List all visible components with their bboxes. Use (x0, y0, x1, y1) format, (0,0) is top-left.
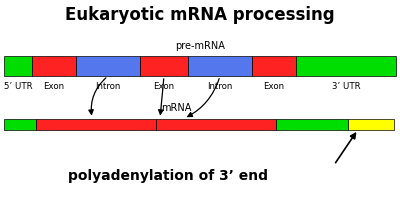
Bar (4, 118, 36, 130)
Bar (252, 56, 296, 76)
Bar (36, 118, 156, 130)
Bar (276, 118, 348, 130)
Bar (188, 56, 252, 76)
Bar (76, 56, 140, 76)
Text: Eukaryotic mRNA processing: Eukaryotic mRNA processing (65, 6, 335, 24)
Bar (348, 118, 394, 130)
Text: Exon: Exon (154, 82, 174, 91)
Text: Intron: Intron (95, 82, 121, 91)
Text: polyadenylation of 3’ end: polyadenylation of 3’ end (68, 169, 268, 183)
Bar (4, 56, 32, 76)
Text: Exon: Exon (264, 82, 284, 91)
Bar (156, 118, 276, 130)
Text: 5’ UTR: 5’ UTR (4, 82, 32, 91)
Text: Exon: Exon (44, 82, 64, 91)
Text: mRNA: mRNA (161, 103, 191, 113)
Text: pre-mRNA: pre-mRNA (175, 41, 225, 51)
Bar (32, 56, 76, 76)
Text: 3’ UTR: 3’ UTR (332, 82, 360, 91)
Text: Intron: Intron (207, 82, 233, 91)
Bar (296, 56, 396, 76)
Bar (140, 56, 188, 76)
